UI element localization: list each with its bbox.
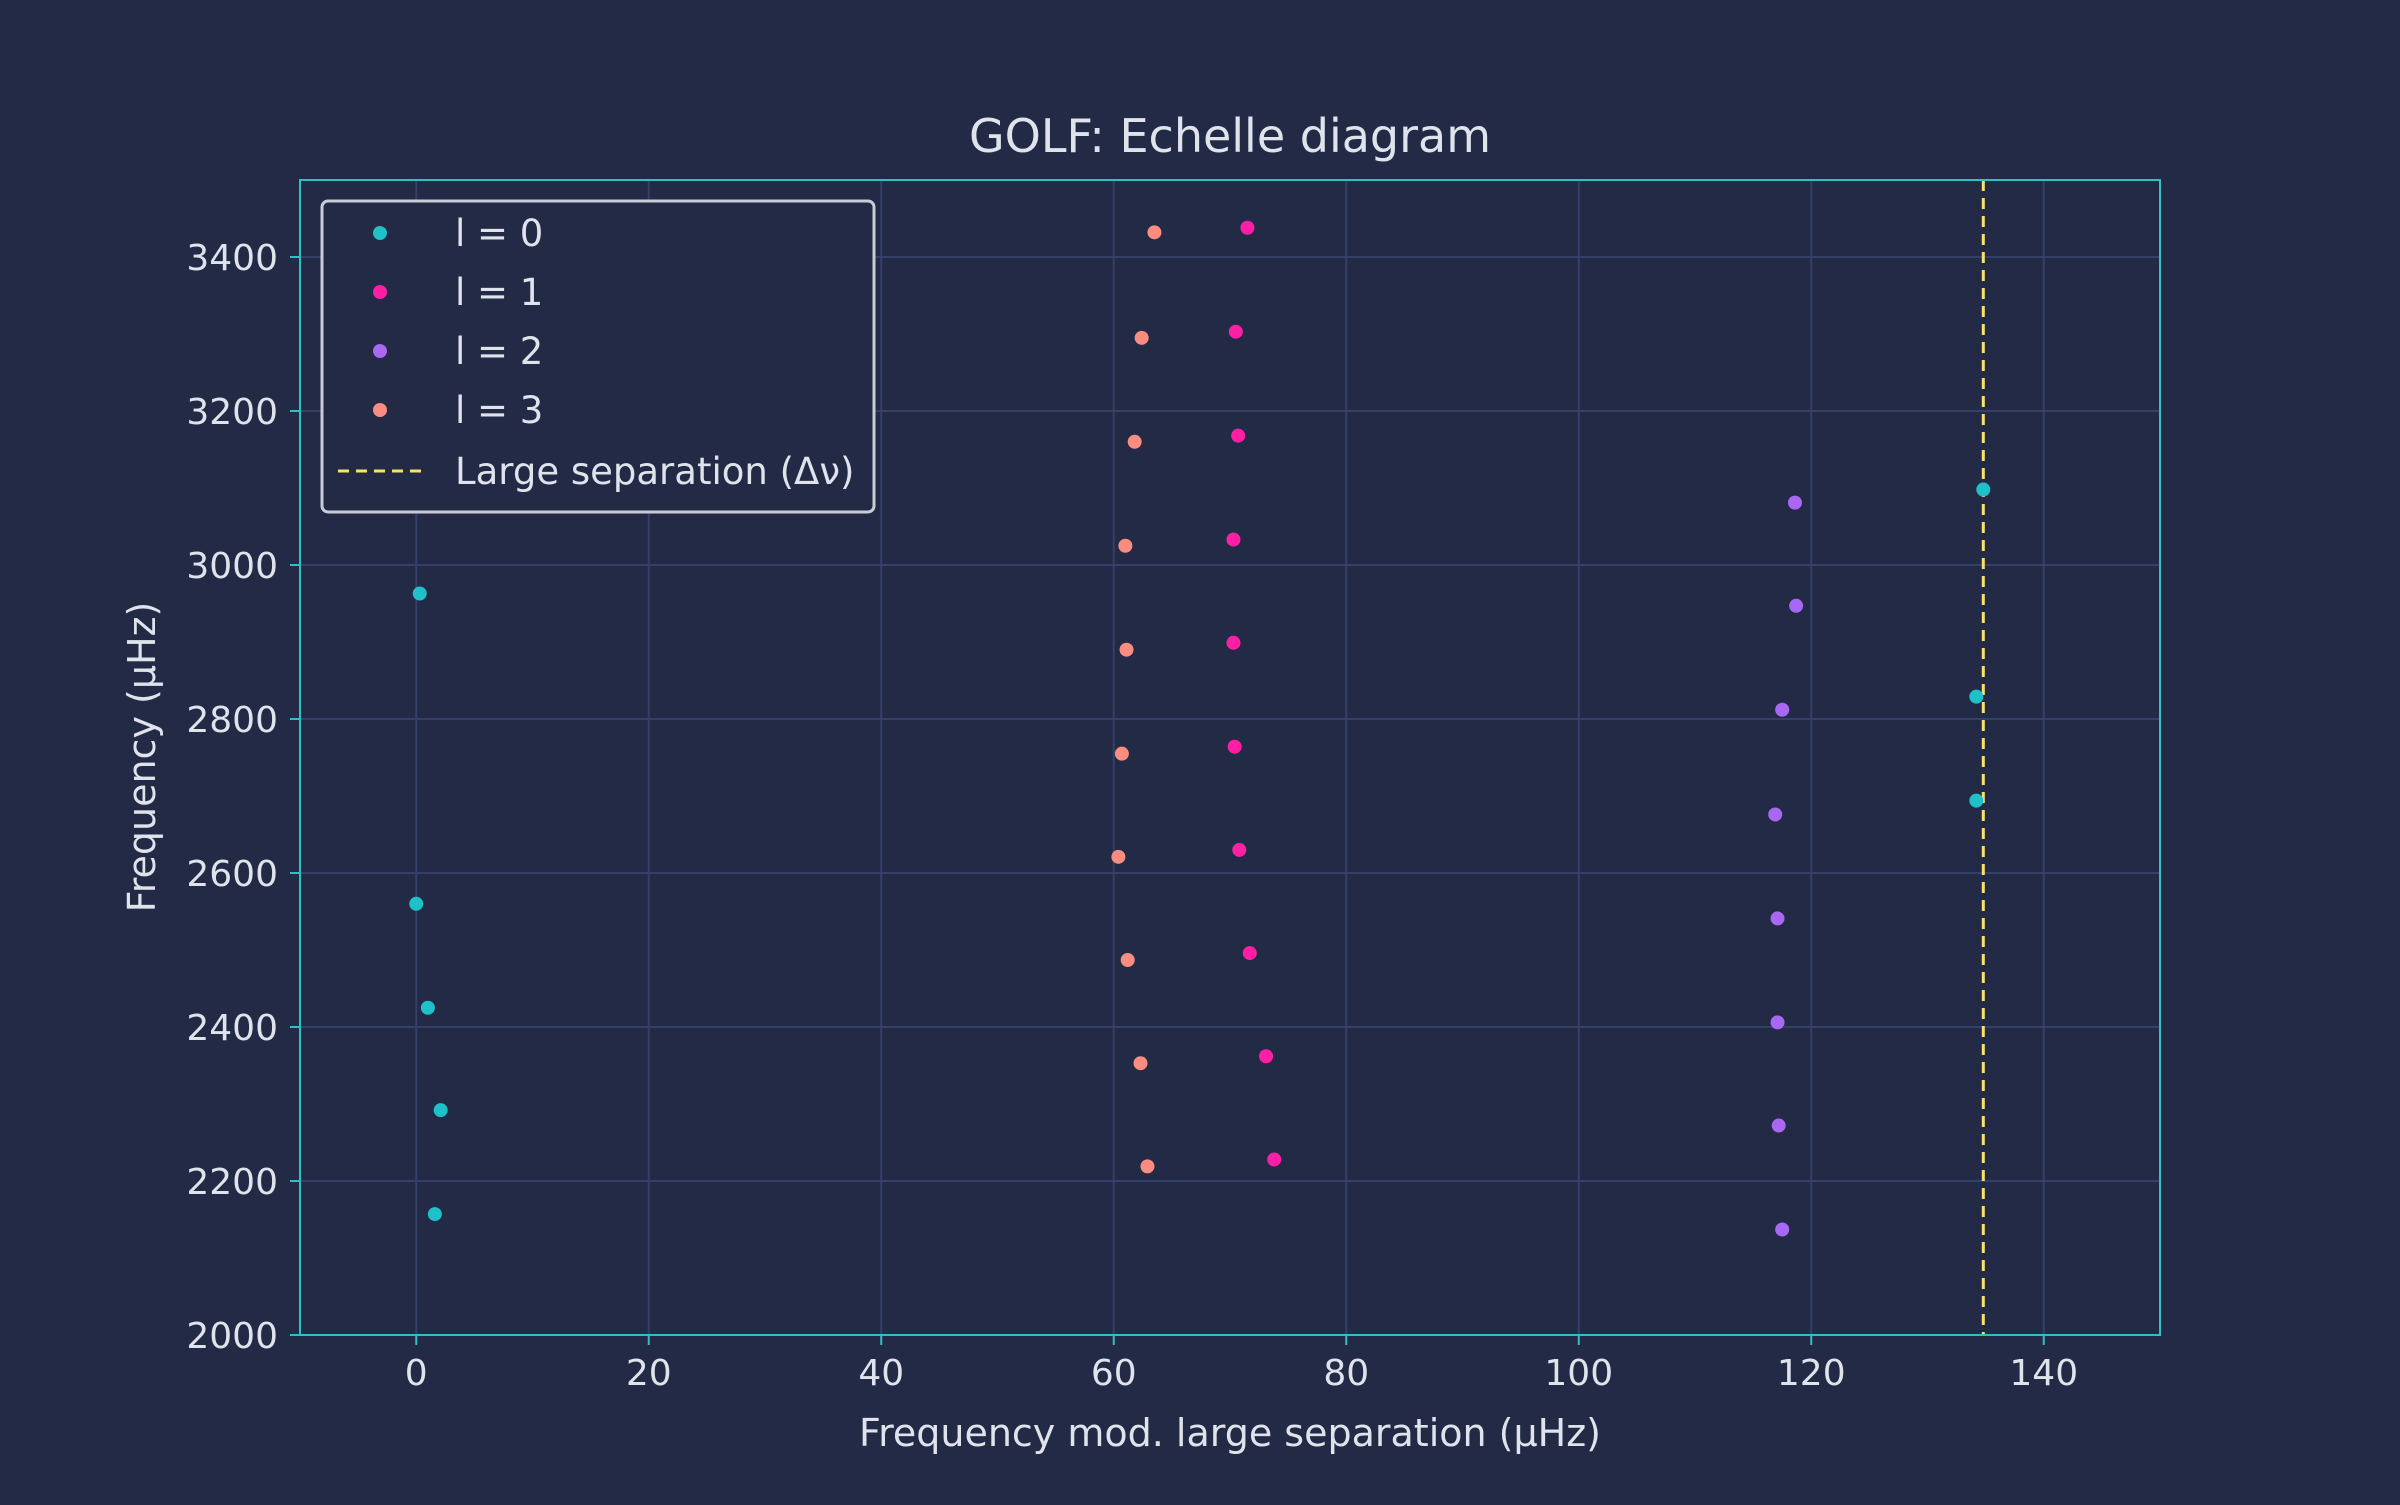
point-l0 [420,1000,435,1015]
legend-marker [373,226,387,240]
point-l1 [1226,635,1241,650]
point-l2 [1768,807,1783,822]
point-l1 [1227,739,1242,754]
x-tick-label: 40 [858,1353,904,1394]
legend-marker [373,403,387,417]
x-tick-label: 120 [1777,1353,1846,1394]
point-l3 [1119,642,1134,657]
legend-label: Large separation (Δν) [455,450,854,493]
legend-label: l = 3 [455,389,543,432]
point-l2 [1771,1118,1786,1133]
x-axis-label: Frequency mod. large separation (μHz) [859,1411,1601,1455]
y-tick-label: 2200 [186,1162,278,1203]
legend-label: l = 0 [455,212,543,255]
data-points [409,220,1991,1237]
point-l1 [1231,428,1246,443]
x-tick-label: 140 [2009,1353,2078,1394]
point-l0 [409,896,424,911]
point-l2 [1775,702,1790,717]
point-l0 [1976,482,1991,497]
point-l3 [1134,330,1149,345]
point-l0 [427,1207,442,1222]
y-tick-label: 3400 [186,238,278,279]
chart-title: GOLF: Echelle diagram [969,109,1491,163]
point-l1 [1259,1049,1274,1064]
x-tick-label: 60 [1091,1353,1137,1394]
point-l2 [1789,598,1804,613]
x-tick-label: 0 [405,1353,428,1394]
x-tick-label: 100 [1544,1353,1613,1394]
point-l0 [1969,793,1984,808]
point-l0 [433,1103,448,1118]
y-axis-label: Frequency (μHz) [120,602,164,913]
point-l2 [1770,1015,1785,1030]
point-l1 [1267,1152,1282,1167]
point-l3 [1133,1056,1148,1071]
point-l3 [1120,953,1135,968]
plot-area-frame [299,179,2161,1336]
y-tick-label: 3000 [186,546,278,587]
point-l3 [1147,225,1162,240]
point-l1 [1226,532,1241,547]
legend-label: l = 1 [455,271,543,314]
x-tick-label: 80 [1323,1353,1369,1394]
y-tick-label: 3200 [186,392,278,433]
legend-box [320,199,876,514]
x-tick-label: 20 [626,1353,672,1394]
legend-marker [373,285,387,299]
point-l0 [412,586,427,601]
y-tick-label: 2000 [186,1316,278,1357]
legend-label: l = 2 [455,330,543,373]
point-l1 [1242,946,1257,961]
y-tick-label: 2600 [186,854,278,895]
y-tick-label: 2800 [186,700,278,741]
point-l3 [1114,746,1129,761]
point-l3 [1111,849,1126,864]
point-l1 [1240,220,1255,235]
point-l3 [1127,434,1142,449]
point-l3 [1140,1159,1155,1174]
y-tick-label: 2400 [186,1008,278,1049]
point-l2 [1770,911,1785,926]
legend: l = 0 l = 1 l = 2 l = 3 Large separation (Δν… [320,199,876,514]
point-l3 [1118,538,1133,553]
point-l0 [1969,689,1984,704]
point-l1 [1228,324,1243,339]
point-l2 [1787,495,1802,510]
axis-ticks: 0 20 40 60 80 100 120 140 2000 2200 2400 2600 2800 30… [186,238,2078,1394]
point-l2 [1775,1222,1790,1237]
point-l1 [1232,842,1247,857]
legend-marker [373,344,387,358]
